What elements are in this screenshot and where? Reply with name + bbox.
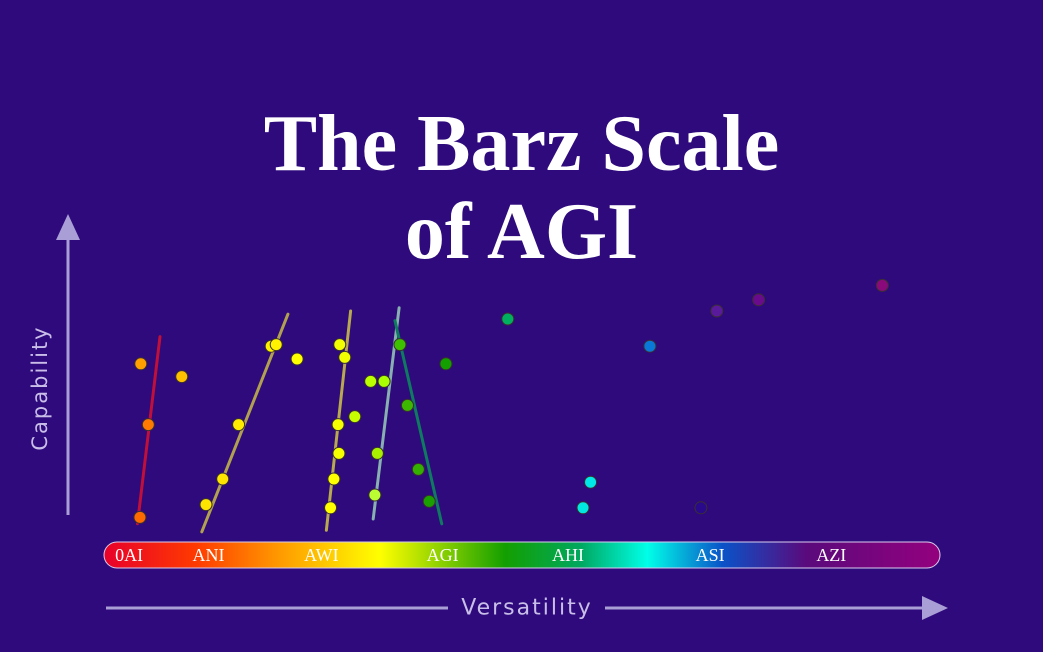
data-point-19 <box>377 374 391 388</box>
data-point-3 <box>134 357 148 371</box>
data-point-33 <box>752 293 766 307</box>
data-point-20 <box>368 488 382 502</box>
chart-title: The Barz Scale of AGI <box>0 100 1043 276</box>
data-point-23 <box>400 398 414 412</box>
x-axis-label: Versatility <box>461 595 593 621</box>
data-point-31 <box>694 501 708 515</box>
scale-label-0ai: 0AI <box>115 545 143 565</box>
data-point-26 <box>439 357 453 371</box>
data-point-12 <box>327 472 341 486</box>
data-point-13 <box>332 446 346 460</box>
data-point-4 <box>175 370 189 384</box>
data-point-9 <box>269 338 283 352</box>
data-point-30 <box>643 339 657 353</box>
data-point-15 <box>333 338 347 352</box>
data-point-32 <box>710 304 724 318</box>
trend-line-4 <box>371 306 401 521</box>
data-point-21 <box>370 446 384 460</box>
y-axis-arrow-icon <box>56 214 80 240</box>
title-line-2: of AGI <box>404 188 639 276</box>
scale-label-asi: ASI <box>696 545 725 565</box>
data-point-28 <box>576 501 590 515</box>
scale-label-awi: AWI <box>304 545 339 565</box>
data-point-16 <box>338 350 352 364</box>
data-point-24 <box>411 462 425 476</box>
data-point-14 <box>331 418 345 432</box>
scale-label-azi: AZI <box>816 545 846 565</box>
data-point-18 <box>364 374 378 388</box>
data-point-10 <box>290 352 304 366</box>
data-point-2 <box>141 418 155 432</box>
data-point-27 <box>501 312 515 326</box>
data-point-11 <box>324 501 338 515</box>
scale-label-ani: ANI <box>193 545 225 565</box>
scale-label-ahi: AHI <box>552 545 584 565</box>
data-point-25 <box>422 494 436 508</box>
y-axis-label: Capability <box>28 325 52 451</box>
data-point-1 <box>133 510 147 524</box>
title-line-1: The Barz Scale <box>263 100 780 188</box>
scale-label-agi: AGI <box>427 545 459 565</box>
data-point-17 <box>348 410 362 424</box>
data-point-34 <box>875 278 889 292</box>
data-point-22 <box>393 338 407 352</box>
trend-line-5 <box>393 319 444 526</box>
data-point-29 <box>584 475 598 489</box>
data-point-7 <box>232 418 246 432</box>
x-axis-arrow-icon <box>922 596 948 620</box>
data-point-6 <box>216 472 230 486</box>
scale-bar <box>103 541 941 569</box>
data-point-5 <box>199 498 213 512</box>
